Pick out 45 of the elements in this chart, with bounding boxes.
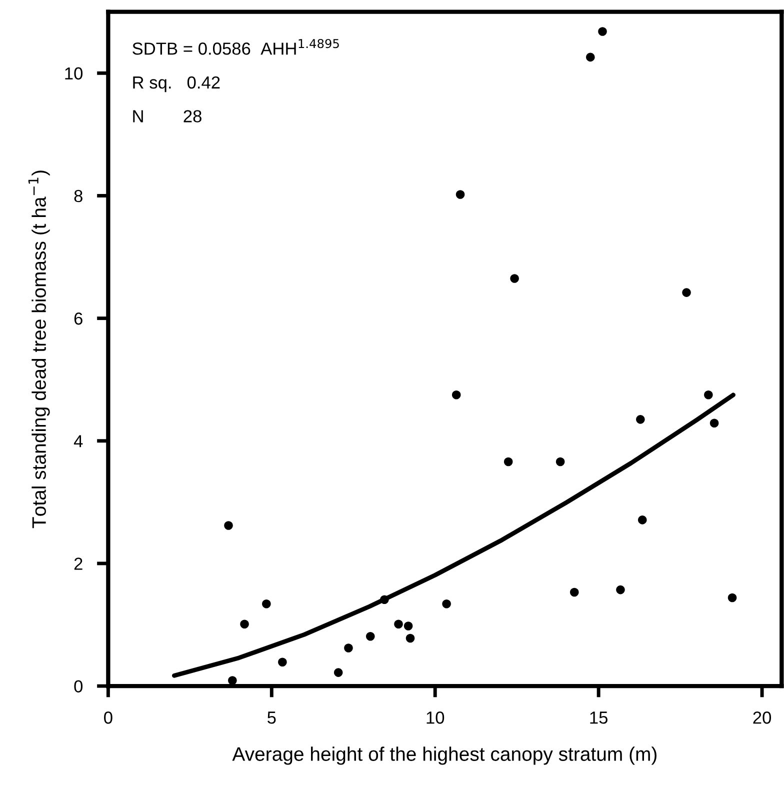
point xyxy=(586,52,595,62)
point xyxy=(452,390,461,400)
annotation: SDTB = 0.0586 AHH$^{1.4895}$ xyxy=(132,38,339,55)
y-tick-label: 2 xyxy=(74,558,82,570)
point xyxy=(442,600,451,608)
point xyxy=(380,595,389,604)
point xyxy=(616,585,625,594)
y-tick-label: 0 xyxy=(74,680,83,692)
x-tick-label: 0 xyxy=(104,711,112,724)
annotation: N 28 xyxy=(133,110,202,122)
y-tick-label: 8 xyxy=(74,190,82,202)
point xyxy=(556,457,565,466)
point xyxy=(636,415,645,424)
point xyxy=(682,288,691,297)
point xyxy=(334,668,343,677)
point xyxy=(510,274,519,283)
point xyxy=(366,632,375,641)
point xyxy=(394,620,403,629)
point xyxy=(728,593,737,602)
point xyxy=(638,516,647,524)
y-tick-label: 4 xyxy=(74,435,83,448)
y-tick-label: 10 xyxy=(65,67,83,80)
annotation: R sq. 0.42 xyxy=(133,76,220,92)
point xyxy=(570,588,579,597)
point xyxy=(504,457,513,466)
x-axis-title: Average height of the highest canopy stratum (m) xyxy=(232,746,656,765)
point xyxy=(262,600,271,608)
point xyxy=(710,418,719,428)
point xyxy=(456,190,465,199)
point xyxy=(406,634,415,643)
point xyxy=(278,658,287,667)
x-tick-label: 10 xyxy=(426,711,444,724)
point xyxy=(224,521,233,530)
line-series xyxy=(172,392,736,678)
point xyxy=(598,27,607,36)
point xyxy=(704,390,713,400)
y-axis-title: Total standing dead tree biomass (t ha$^{−1}$) xyxy=(28,170,50,528)
x-tick-label: 20 xyxy=(753,711,772,724)
point xyxy=(344,644,353,652)
point xyxy=(240,620,249,629)
x-tick-label: 5 xyxy=(268,712,276,724)
point xyxy=(228,676,237,685)
x-tick-label: 15 xyxy=(590,712,608,724)
point xyxy=(404,622,413,630)
y-tick-label: 6 xyxy=(74,312,82,325)
